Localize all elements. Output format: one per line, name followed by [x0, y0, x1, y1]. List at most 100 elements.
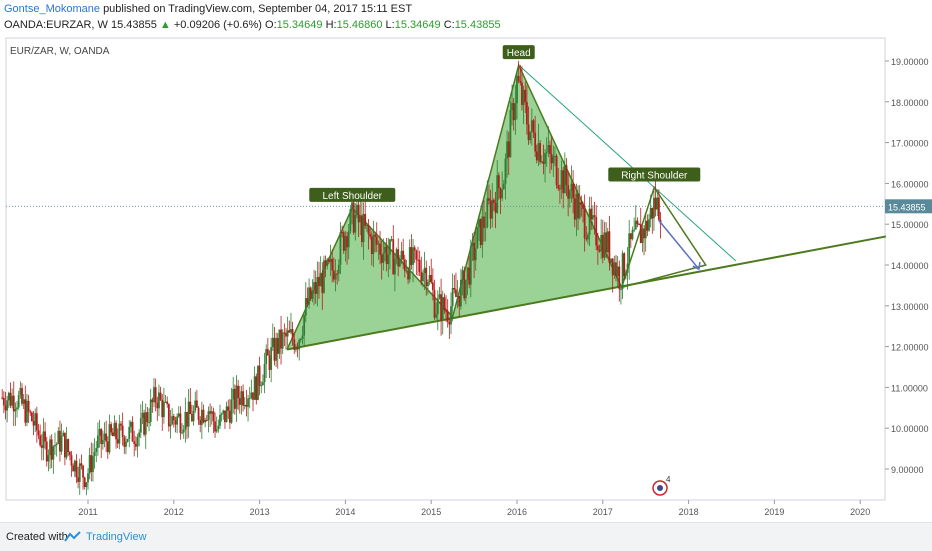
candle-body — [6, 400, 9, 411]
candle-body — [189, 401, 192, 414]
candle-body — [265, 349, 268, 364]
candle-body — [370, 236, 373, 255]
candle-body — [592, 215, 594, 220]
candle-body — [346, 236, 348, 248]
author-link[interactable]: Gontse_Mokomane — [4, 3, 100, 15]
candle-body — [245, 404, 248, 407]
candle-body — [369, 233, 372, 237]
close-value: 15.43855 — [454, 19, 501, 31]
candle-body — [196, 400, 198, 408]
candle-body — [199, 419, 202, 425]
candle-body — [319, 273, 322, 287]
candle-body — [7, 392, 10, 401]
candle-body — [567, 185, 570, 199]
candle-body — [560, 170, 563, 189]
candle-body — [161, 399, 164, 418]
candle-body — [423, 267, 426, 274]
candle-body — [478, 218, 480, 228]
candle-body — [184, 411, 187, 430]
candle-body — [151, 399, 154, 403]
candle-body — [349, 209, 352, 232]
candle-body — [587, 234, 589, 240]
neckline — [286, 235, 887, 351]
candle-body — [59, 430, 61, 452]
candle-body — [329, 258, 332, 263]
y-tick-label: 16.00000 — [891, 179, 929, 189]
candle-body — [288, 330, 291, 333]
high-label: H: — [325, 19, 337, 31]
candle-body — [187, 401, 190, 427]
candle-body — [210, 411, 213, 414]
candle-body — [286, 330, 289, 337]
candle-body — [387, 254, 390, 265]
candle-body — [458, 295, 461, 307]
price-chart[interactable]: 9.00000 10.00000 11.00000 12.00000 13.00000 1… — [0, 0, 932, 522]
open-label: O: — [265, 19, 277, 31]
candle-body — [608, 231, 611, 263]
candle-body — [362, 213, 365, 243]
tradingview-brand-link[interactable]: TradingView — [86, 531, 147, 543]
candle-body — [400, 250, 403, 261]
x-tick-label: 2013 — [250, 507, 270, 517]
candle-body — [417, 259, 419, 261]
candle-body — [290, 329, 292, 333]
candle-body — [78, 463, 81, 482]
candle-body — [601, 234, 604, 258]
candle-body — [380, 254, 383, 263]
candle-body — [205, 419, 208, 421]
candle-body — [281, 332, 284, 349]
candle-body — [313, 282, 315, 291]
candle-body — [240, 391, 243, 405]
candle-body — [598, 249, 601, 252]
candle-body — [654, 197, 657, 210]
candle-body — [167, 404, 170, 427]
y-tick-label: 10.00000 — [891, 424, 929, 434]
candle-body — [248, 398, 251, 400]
candle-body — [44, 431, 46, 442]
candle-body — [309, 287, 312, 299]
candle-body — [16, 407, 18, 410]
candle-body — [230, 399, 233, 423]
candle-body — [92, 456, 94, 472]
candle-body — [489, 200, 492, 219]
candle-body — [402, 250, 405, 260]
candle-body — [285, 332, 287, 337]
created-with-text: Created with — [6, 531, 68, 543]
candle-body — [229, 410, 231, 423]
x-tick-label: 2018 — [679, 507, 699, 517]
change-arrow-icon: ▲ — [159, 19, 171, 31]
candle-body — [550, 154, 553, 164]
candle-body — [651, 207, 654, 219]
candle-body — [202, 409, 205, 423]
candle-body — [42, 431, 45, 448]
candle-body — [600, 234, 603, 252]
candle-body — [354, 214, 357, 233]
annotation-label-box — [502, 45, 535, 60]
annotation-label: Left Shoulder — [323, 191, 383, 202]
candle-body — [149, 399, 152, 423]
candle-body — [365, 225, 368, 227]
candle-body — [410, 247, 413, 265]
candle-body — [97, 435, 99, 448]
candle-body — [197, 407, 200, 420]
candle-body — [31, 412, 33, 422]
candle-body — [438, 294, 441, 299]
candle-body — [204, 419, 207, 423]
candle-body — [511, 103, 513, 111]
candle-body — [357, 204, 360, 223]
candle-body — [527, 124, 530, 141]
annotation-label: Head — [507, 48, 531, 59]
candle-body — [237, 385, 240, 399]
candle-body — [60, 436, 63, 452]
candle-body — [542, 161, 545, 164]
candle-body — [516, 75, 518, 104]
candle-body — [12, 395, 15, 412]
candle-body — [260, 385, 263, 387]
candle-body — [356, 204, 358, 215]
candle-body — [126, 439, 129, 442]
candle-body — [431, 282, 434, 291]
candle-body — [247, 398, 249, 407]
candle-body — [471, 242, 474, 246]
candle-body — [347, 231, 350, 248]
candle-body — [131, 421, 134, 442]
